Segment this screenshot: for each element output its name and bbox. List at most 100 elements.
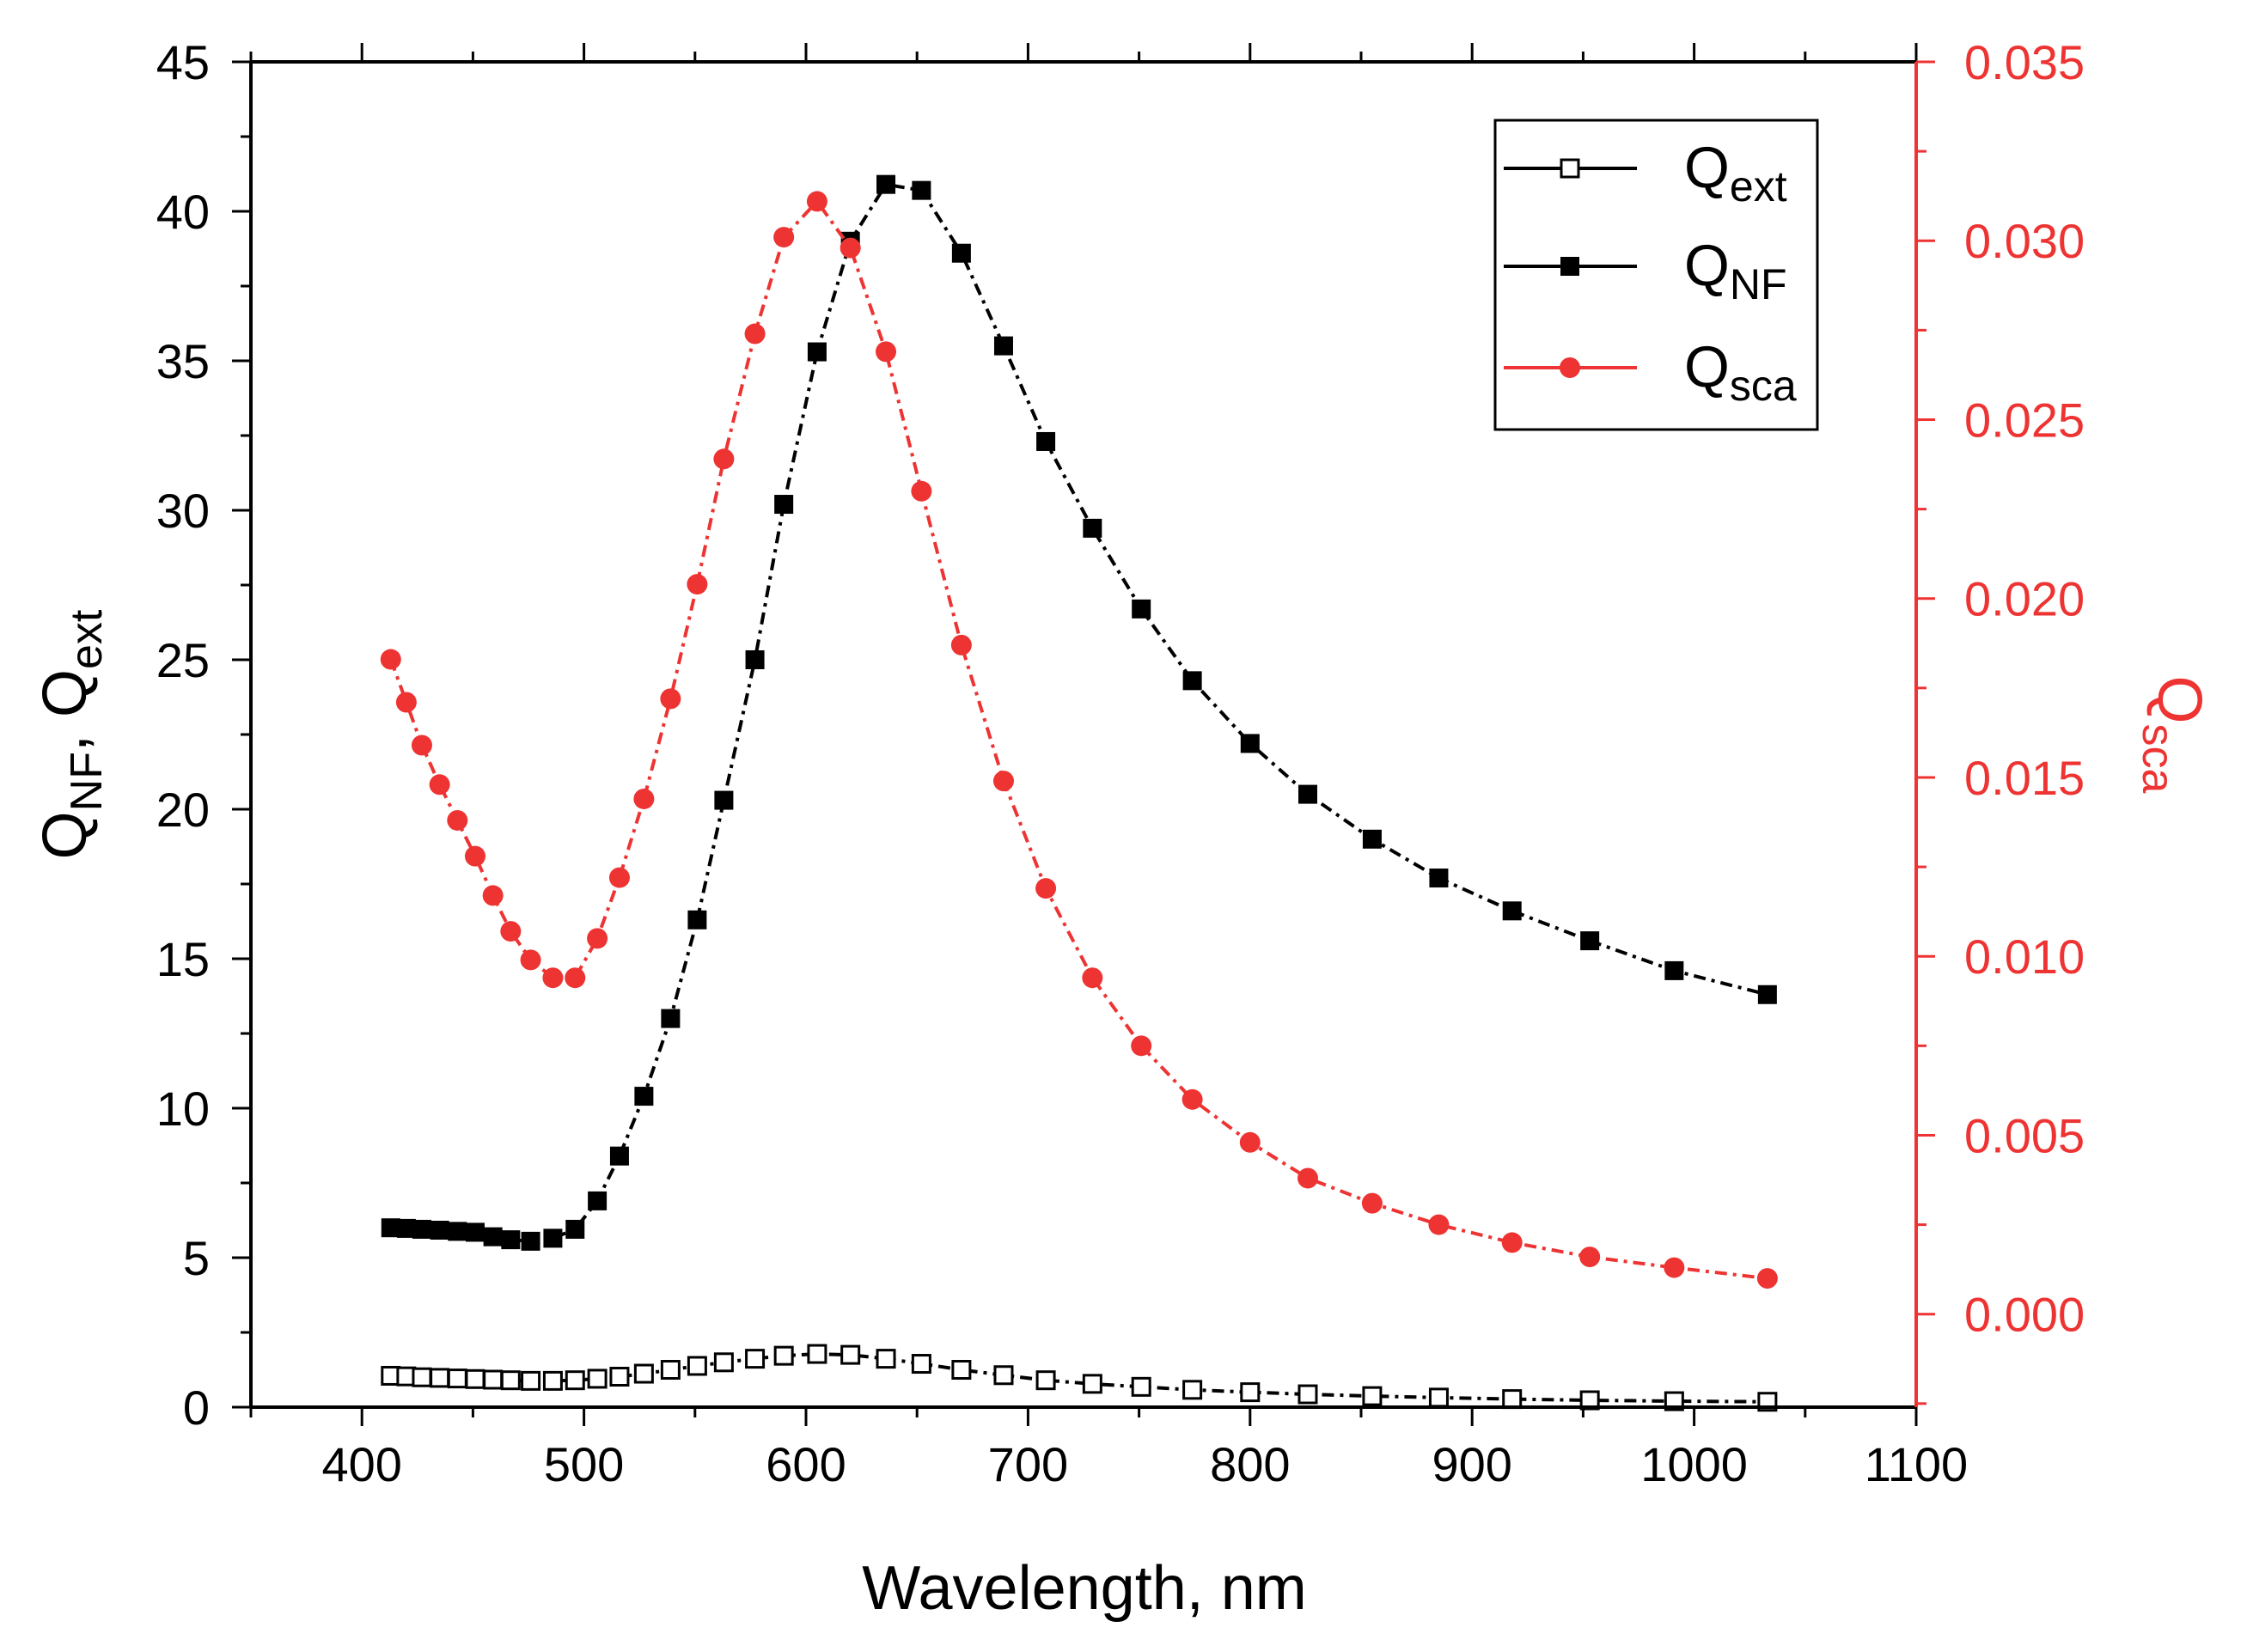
y-axis-title-sep: , Q — [31, 669, 100, 752]
point-Q_sca-652 — [911, 480, 932, 502]
point-Q_sca-670 — [950, 634, 972, 655]
point-Q_ext-427 — [412, 1367, 432, 1387]
point-Q_sca-435 — [429, 774, 450, 796]
legend-label-ext-sub: ext — [1730, 162, 1787, 210]
point-Q_NF-885 — [1429, 869, 1449, 888]
point-Q_sca-577 — [744, 323, 766, 344]
legend-marker-sca — [1560, 357, 1580, 378]
point-Q_NF-539 — [661, 1009, 681, 1028]
point-Q_ext-751 — [1131, 1376, 1151, 1397]
point-Q_ext-506 — [587, 1369, 608, 1389]
point-Q_NF-486 — [543, 1228, 563, 1248]
point-Q_sca-826 — [1297, 1167, 1318, 1189]
point-Q_NF-991 — [1664, 960, 1684, 980]
point-Q_ext-918 — [1502, 1389, 1523, 1410]
y2-axis-title: Qsca — [2133, 676, 2213, 794]
y-tick-label-45: 45 — [156, 35, 210, 89]
point-Q_NF-636 — [876, 174, 896, 194]
point-Q_NF-577 — [745, 650, 765, 669]
x-tick-label-800: 800 — [1210, 1437, 1290, 1491]
point-Q_NF-670 — [951, 243, 971, 263]
point-Q_NF-774 — [1182, 671, 1202, 691]
point-Q_NF-420 — [396, 1218, 416, 1238]
y2-tick-label-0.025: 0.025 — [1964, 393, 2085, 447]
point-Q_sca-551 — [687, 574, 708, 595]
point-Q_ext-516 — [609, 1367, 630, 1387]
y2-tick-label-0.015: 0.015 — [1964, 751, 2085, 805]
point-Q_ext-577 — [745, 1349, 766, 1369]
point-Q_NF-476 — [521, 1231, 540, 1251]
y2-axis-title-sub: sca — [2133, 724, 2183, 794]
point-Q_sca-885 — [1428, 1214, 1450, 1235]
point-Q_sca-506 — [587, 928, 608, 949]
point-Q_NF-953 — [1580, 931, 1600, 951]
point-Q_ext-551 — [687, 1356, 707, 1376]
point-Q_NF-652 — [912, 180, 931, 200]
y-tick-label-40: 40 — [156, 185, 210, 239]
series-layer — [380, 174, 1778, 1412]
point-Q_sca-443 — [447, 809, 468, 831]
point-Q_NF-826 — [1298, 784, 1317, 804]
y-axis-title-sub2: ext — [62, 609, 112, 669]
point-Q_ext-539 — [660, 1360, 681, 1380]
point-Q_NF-855 — [1362, 829, 1382, 849]
y2-axis-title-q: Q — [2145, 676, 2213, 724]
legend-marker-ext — [1560, 158, 1580, 179]
point-Q_NF-590 — [774, 495, 794, 515]
point-Q_NF-918 — [1502, 901, 1522, 921]
legend-marker-nf — [1560, 257, 1579, 276]
y-axis-title-q1: Q — [31, 811, 100, 859]
point-Q_sca-751 — [1131, 1035, 1152, 1057]
legend-label-nf: QNF — [1684, 233, 1787, 308]
point-Q_NF-516 — [609, 1146, 629, 1166]
point-Q_ext-855 — [1362, 1386, 1383, 1406]
point-Q_ext-496 — [565, 1370, 585, 1391]
x-axis-title: Wavelength, nm — [862, 1554, 1307, 1623]
x-tick-label-700: 700 — [988, 1437, 1068, 1491]
x-tick-label-500: 500 — [544, 1437, 624, 1491]
y-tick-label-20: 20 — [156, 783, 210, 837]
point-Q_NF-435 — [430, 1220, 449, 1240]
svg-text:Qsca: Qsca — [2133, 676, 2213, 794]
point-Q_sca-451 — [464, 845, 485, 867]
point-Q_NF-427 — [412, 1219, 431, 1239]
point-Q_sca-467 — [500, 921, 522, 942]
legend-label-ext-q: Q — [1684, 135, 1730, 200]
point-Q_ext-476 — [521, 1370, 541, 1391]
point-Q_ext-459 — [483, 1369, 504, 1390]
point-Q_sca-459 — [482, 885, 504, 906]
point-Q_NF-729 — [1083, 518, 1102, 538]
point-Q_NF-708 — [1036, 431, 1056, 451]
point-Q_ext-636 — [876, 1349, 896, 1369]
point-Q_NF-551 — [687, 910, 707, 930]
y-tick-label-15: 15 — [156, 932, 210, 986]
point-Q_NF-443 — [448, 1222, 467, 1241]
point-Q_sca-605 — [806, 191, 827, 212]
y-tick-label-25: 25 — [156, 633, 210, 687]
point-Q_ext-590 — [773, 1345, 794, 1366]
legend-label-ext: Qext — [1684, 135, 1787, 210]
point-Q_sca-563 — [713, 448, 735, 470]
point-Q_ext-885 — [1428, 1387, 1449, 1408]
point-Q_NF-506 — [588, 1191, 608, 1210]
y2-tick-label-0.030: 0.030 — [1964, 214, 2085, 268]
point-Q_ext-451 — [465, 1369, 485, 1389]
legend-label-sca: Qsca — [1684, 334, 1797, 410]
point-Q_NF-496 — [565, 1219, 585, 1239]
point-Q_ext-670 — [951, 1360, 972, 1380]
y-tick-label-0: 0 — [183, 1381, 210, 1435]
point-Q_sca-729 — [1082, 967, 1103, 989]
point-Q_NF-459 — [483, 1227, 503, 1247]
y-tick-label-5: 5 — [183, 1231, 210, 1285]
point-Q_ext-826 — [1298, 1384, 1318, 1405]
y2-tick-label-0.035: 0.035 — [1964, 35, 2085, 89]
point-Q_ext-435 — [430, 1368, 450, 1388]
point-Q_NF-751 — [1132, 599, 1151, 619]
x-tick-label-1100: 1100 — [1865, 1437, 1968, 1491]
x-tick-label-1000: 1000 — [1640, 1437, 1748, 1491]
y-tick-label-10: 10 — [156, 1082, 210, 1136]
point-Q_NF-800 — [1240, 734, 1260, 753]
y-tick-label-35: 35 — [156, 334, 210, 388]
y-axis-title: QNF, Qext — [31, 609, 112, 859]
point-Q_NF-689 — [993, 336, 1013, 356]
